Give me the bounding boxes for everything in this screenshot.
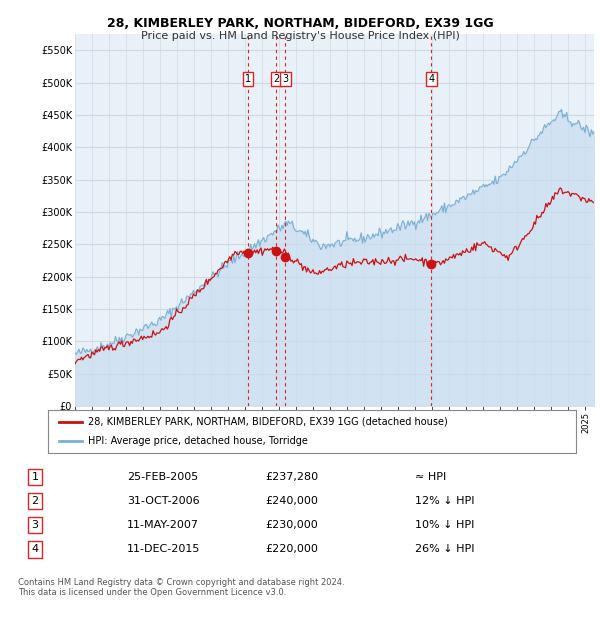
Text: 4: 4 [31, 544, 38, 554]
Text: 2: 2 [31, 496, 38, 507]
Text: HPI: Average price, detached house, Torridge: HPI: Average price, detached house, Torr… [88, 436, 307, 446]
Text: 28, KIMBERLEY PARK, NORTHAM, BIDEFORD, EX39 1GG: 28, KIMBERLEY PARK, NORTHAM, BIDEFORD, E… [107, 17, 493, 30]
Text: ≈ HPI: ≈ HPI [415, 472, 446, 482]
Text: 10% ↓ HPI: 10% ↓ HPI [415, 520, 475, 530]
Text: £237,280: £237,280 [265, 472, 319, 482]
Text: 1: 1 [245, 74, 251, 84]
Text: 25-FEB-2005: 25-FEB-2005 [127, 472, 199, 482]
Text: 12% ↓ HPI: 12% ↓ HPI [415, 496, 475, 507]
Text: 2: 2 [273, 74, 280, 84]
Text: 11-MAY-2007: 11-MAY-2007 [127, 520, 199, 530]
Text: 1: 1 [32, 472, 38, 482]
Text: £230,000: £230,000 [265, 520, 318, 530]
Text: 28, KIMBERLEY PARK, NORTHAM, BIDEFORD, EX39 1GG (detached house): 28, KIMBERLEY PARK, NORTHAM, BIDEFORD, E… [88, 417, 448, 427]
Text: 3: 3 [32, 520, 38, 530]
Text: 26% ↓ HPI: 26% ↓ HPI [415, 544, 475, 554]
Text: 31-OCT-2006: 31-OCT-2006 [127, 496, 200, 507]
Text: 3: 3 [282, 74, 289, 84]
Text: £220,000: £220,000 [265, 544, 319, 554]
Text: Contains HM Land Registry data © Crown copyright and database right 2024.
This d: Contains HM Land Registry data © Crown c… [18, 578, 344, 597]
Text: 4: 4 [428, 74, 434, 84]
Text: £240,000: £240,000 [265, 496, 319, 507]
Text: Price paid vs. HM Land Registry's House Price Index (HPI): Price paid vs. HM Land Registry's House … [140, 31, 460, 41]
Text: 11-DEC-2015: 11-DEC-2015 [127, 544, 200, 554]
